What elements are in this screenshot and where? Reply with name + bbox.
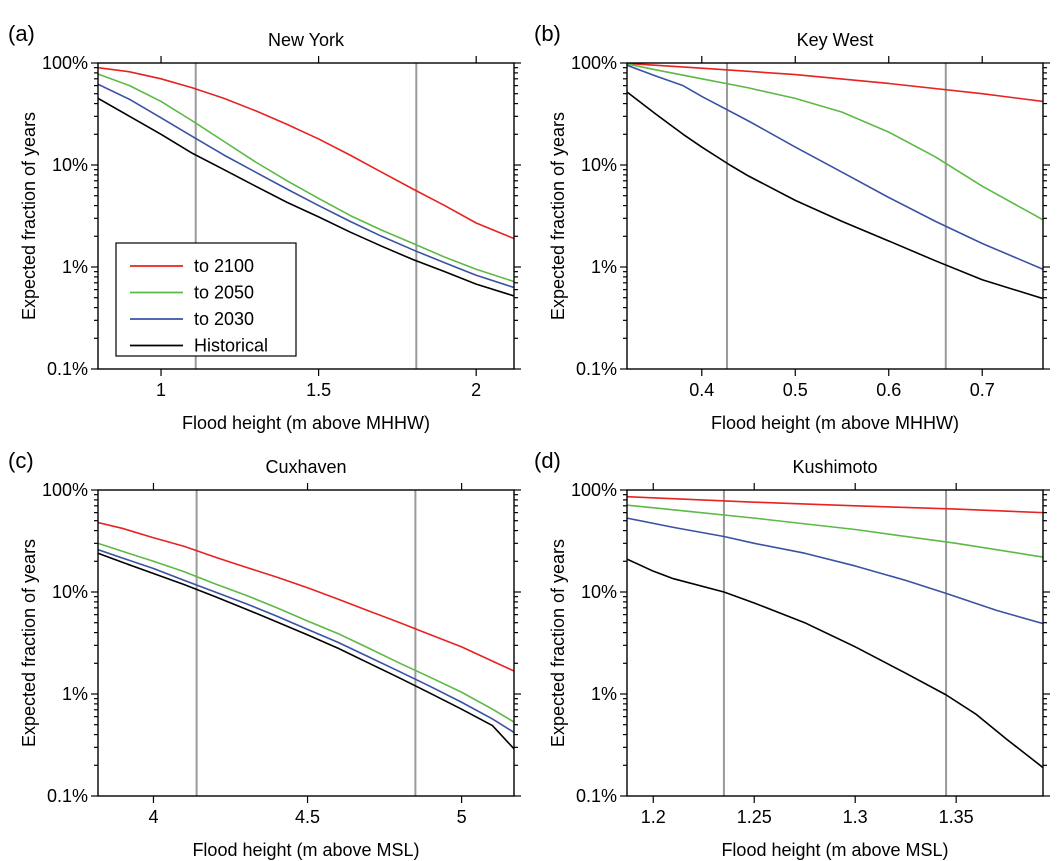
panel-title: New York — [268, 30, 345, 50]
y-tick-label: 100% — [42, 53, 88, 73]
panel-label: (a) — [8, 21, 35, 46]
x-tick-label: 0.5 — [783, 380, 808, 400]
legend-entry: Historical — [194, 336, 268, 356]
series-line-to-2100 — [627, 63, 1043, 103]
series-line-to-2100 — [627, 495, 1043, 514]
y-tick-label: 100% — [42, 480, 88, 500]
y-tick-label: 1% — [62, 257, 88, 277]
plot-frame — [97, 62, 515, 370]
y-tick-label: 0.1% — [576, 786, 617, 806]
x-axis-label: Flood height (m above MSL) — [721, 840, 948, 860]
y-tick-label: 0.1% — [576, 359, 617, 379]
x-tick-label: 0.4 — [689, 380, 714, 400]
panel-b: (b) Key West 0.4 0.5 0.6 0.7 0.1% 1% 10% 100% Floo… — [534, 21, 1050, 433]
y-tick-label: 100% — [571, 480, 617, 500]
x-axis-label: Flood height (m above MHHW) — [182, 413, 430, 433]
series-line-to-2050 — [98, 542, 514, 723]
legend: to 2100 to 2050 to 2030 Historical — [115, 242, 297, 357]
y-tick-label: 10% — [52, 155, 88, 175]
x-axis-label: Flood height (m above MHHW) — [711, 413, 959, 433]
panel-a: (a) New York 1 1.5 2 0.1% 1% 10% 100% Flood heigh… — [8, 21, 521, 433]
plot-area — [627, 490, 1043, 796]
panel-c: (c) Cuxhaven 4 4.5 5 0.1% 1% 10% 100% Flood heigh… — [8, 448, 521, 860]
series-line-historical — [627, 558, 1043, 769]
panel-title: Kushimoto — [792, 457, 877, 477]
panel-label: (c) — [8, 448, 34, 473]
series-line-historical — [98, 97, 514, 297]
series-line-to-2030 — [98, 83, 514, 289]
legend-entry: to 2100 — [194, 256, 254, 276]
x-tick-label: 1.2 — [641, 807, 666, 827]
series-line-to-2030 — [627, 517, 1043, 625]
x-tick-label: 1.35 — [939, 807, 974, 827]
x-tick-label: 1.3 — [843, 807, 868, 827]
x-tick-label: 1.5 — [306, 380, 331, 400]
plot-frame — [97, 489, 515, 797]
y-tick-label: 10% — [581, 155, 617, 175]
plot-frame — [626, 62, 1044, 370]
panel-label: (b) — [534, 21, 561, 46]
legend-entry: to 2030 — [194, 309, 254, 329]
x-tick-label: 2 — [471, 380, 481, 400]
y-tick-label: 1% — [62, 684, 88, 704]
y-axis-label: Expected fraction of years — [19, 539, 39, 747]
x-axis-label: Flood height (m above MSL) — [192, 840, 419, 860]
panel-d: (d) Kushimoto 1.2 1.25 1.3 1.35 0.1% 1% 10% 100% F… — [534, 448, 1050, 860]
series-line-to-2030 — [627, 64, 1043, 271]
plot-frame — [626, 489, 1044, 797]
y-tick-label: 1% — [591, 684, 617, 704]
panel-label: (d) — [534, 448, 561, 473]
y-axis-label: Expected fraction of years — [19, 112, 39, 320]
legend-entry: to 2050 — [194, 283, 254, 303]
panel-title: Key West — [797, 30, 874, 50]
plot-area — [98, 63, 514, 369]
y-tick-label: 1% — [591, 257, 617, 277]
x-tick-label: 4 — [148, 807, 158, 827]
x-tick-label: 0.6 — [876, 380, 901, 400]
y-tick-label: 0.1% — [47, 359, 88, 379]
plot-area — [627, 63, 1043, 369]
x-tick-label: 0.7 — [970, 380, 995, 400]
plot-area — [98, 490, 514, 796]
x-tick-label: 1.25 — [737, 807, 772, 827]
x-tick-label: 1 — [156, 380, 166, 400]
series-line-to-2050 — [98, 73, 514, 283]
series-line-historical — [98, 552, 514, 750]
series-line-to-2030 — [98, 548, 514, 734]
y-tick-label: 100% — [571, 53, 617, 73]
y-axis-label: Expected fraction of years — [548, 112, 568, 320]
legend-box — [115, 242, 297, 357]
series-line-to-2100 — [98, 521, 514, 672]
y-tick-label: 0.1% — [47, 786, 88, 806]
x-tick-label: 5 — [457, 807, 467, 827]
series-line-historical — [627, 91, 1043, 300]
series-line-to-2050 — [627, 63, 1043, 221]
y-tick-label: 10% — [581, 582, 617, 602]
series-line-to-2050 — [627, 504, 1043, 558]
series-line-to-2100 — [98, 66, 514, 240]
y-axis-label: Expected fraction of years — [548, 539, 568, 747]
x-tick-label: 4.5 — [295, 807, 320, 827]
panel-title: Cuxhaven — [265, 457, 346, 477]
y-tick-label: 10% — [52, 582, 88, 602]
